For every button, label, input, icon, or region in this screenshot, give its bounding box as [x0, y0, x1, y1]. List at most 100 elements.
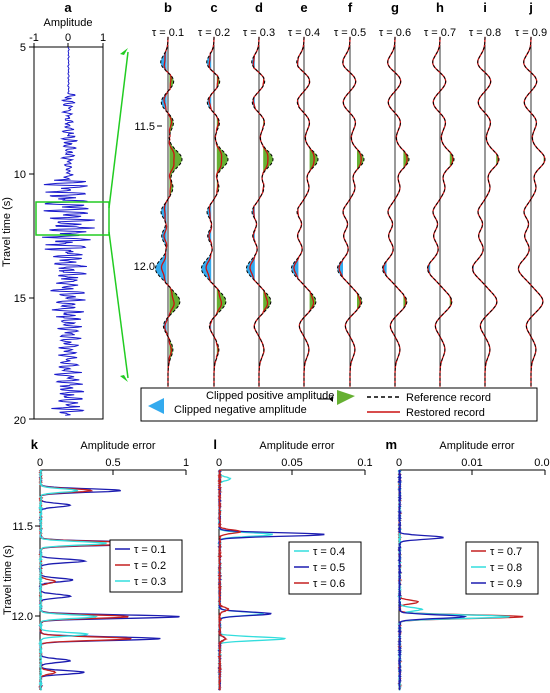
- panel-xtick: 0.02: [534, 457, 550, 469]
- panel-letter-b: b: [164, 0, 172, 15]
- reference-trace: [200, 36, 229, 387]
- panel-legend: τ = 0.1 τ = 0.2 τ = 0.3: [109, 539, 183, 593]
- panel-xtick: 1: [183, 457, 189, 469]
- panel-m: m Amplitude error 0 0.01 0.02 τ = 0.7τ = 0.8τ…: [385, 437, 550, 691]
- panel-xtick: 0.01: [461, 457, 482, 469]
- panel-bj-ytick: 12.0: [134, 261, 155, 273]
- panel-g: g τ = 0.6: [379, 0, 411, 387]
- zoom-box: [35, 201, 110, 236]
- panel-letter-m: m: [385, 437, 397, 452]
- reference-trace: [381, 36, 410, 387]
- panel-letter-a: a: [64, 0, 72, 15]
- panel-h: h τ = 0.7: [424, 0, 456, 387]
- clipped-negative-region: [337, 259, 343, 278]
- reference-trace: [517, 36, 546, 387]
- panel-ylabel: Travel time (s): [2, 545, 14, 615]
- error-curve: [37, 469, 107, 691]
- panel-a-ytick: 20: [14, 415, 26, 427]
- legend-negative-label: Clipped negative amplitude: [174, 404, 307, 416]
- panel-a-trace: [42, 46, 95, 416]
- panel-letter-h: h: [436, 0, 444, 15]
- reference-trace: [336, 36, 365, 387]
- panel-c: c τ = 0.2: [198, 0, 230, 387]
- error-curve: [217, 469, 287, 690]
- legend-label: τ = 0.2: [134, 560, 166, 572]
- panel-letter-e: e: [300, 0, 307, 15]
- panel-ytick: 11.5: [12, 521, 33, 533]
- reference-trace: [245, 36, 274, 387]
- legend-label: τ = 0.4: [313, 546, 345, 558]
- clipped-positive-region: [169, 139, 182, 197]
- panel-xlabel: Amplitude error: [259, 440, 335, 452]
- panel-xtick: 0.05: [281, 457, 302, 469]
- legend-positive-label: Clipped positive amplitude: [206, 390, 334, 402]
- panel-tau-label: τ = 0.8: [469, 27, 501, 39]
- panel-a-ylabel: Travel time (s): [1, 197, 13, 267]
- legend-label: τ = 0.7: [490, 546, 522, 558]
- panel-a-xtick: 0: [65, 32, 71, 44]
- legend-reference-label: Reference record: [406, 392, 491, 404]
- restored-trace: [471, 36, 500, 387]
- panel-a-xlabel: Amplitude: [44, 17, 93, 29]
- panel-i: i τ = 0.8: [469, 0, 501, 387]
- zoom-line-bottom: [108, 231, 129, 379]
- panel-tau-label: τ = 0.7: [424, 27, 456, 39]
- panel-tau-label: τ = 0.4: [288, 27, 320, 39]
- panel-a: a Amplitude -1 0 1 5 10 15 20 Travel tim…: [1, 0, 129, 427]
- restored-trace: [160, 36, 175, 387]
- panel-j: j τ = 0.9: [515, 0, 547, 387]
- restored-trace: [517, 36, 546, 387]
- panel-letter-d: d: [255, 0, 263, 15]
- legend-frame: [140, 387, 538, 422]
- panel-a-xtick: -1: [29, 32, 39, 44]
- panel-xtick: 0: [396, 457, 402, 469]
- legend-label: τ = 0.6: [313, 578, 345, 590]
- panel-a-ytick: 5: [20, 42, 26, 54]
- panel-xtick: 0: [37, 457, 43, 469]
- clipped-positive-region: [449, 152, 454, 167]
- legend-negative-swatch: [148, 398, 164, 414]
- panel-letter-i: i: [483, 0, 487, 15]
- panel-a-ytick: 10: [14, 169, 26, 181]
- panel-d: d τ = 0.3: [243, 0, 275, 387]
- panel-legend: τ = 0.7 τ = 0.8 τ = 0.9: [465, 541, 539, 595]
- panel-b: b τ = 0.1: [152, 0, 184, 387]
- legend-bj: Clipped positive amplitude Clipped negat…: [140, 387, 538, 422]
- legend-positive-swatch: [337, 390, 355, 405]
- panel-xlabel: Amplitude error: [80, 440, 156, 452]
- legend-label: τ = 0.9: [490, 578, 522, 590]
- error-curve: [217, 469, 242, 691]
- legend-label: τ = 0.5: [313, 562, 345, 574]
- zoom-arrowhead-bottom: [120, 375, 128, 382]
- panel-ytick: 12.0: [12, 611, 33, 623]
- clipped-positive-region: [357, 149, 364, 169]
- panel-a-frame: [33, 46, 104, 420]
- panel-bj-ytick: 11.5: [134, 121, 155, 133]
- reference-trace: [471, 36, 500, 387]
- panel-letter-k: k: [31, 437, 39, 452]
- reference-trace: [154, 36, 183, 387]
- panel-tau-label: τ = 0.5: [334, 27, 366, 39]
- legend-positive-arrow: [329, 396, 333, 402]
- clipped-positive-region: [357, 293, 362, 310]
- panel-letter-l: l: [213, 437, 217, 452]
- panel-xtick: 0.1: [357, 457, 372, 469]
- zoom-arrowhead-top: [120, 48, 128, 55]
- panel-tau-label: τ = 0.1: [152, 27, 184, 39]
- panel-tau-label: τ = 0.6: [379, 27, 411, 39]
- panel-tau-label: τ = 0.9: [515, 27, 547, 39]
- panels-b-to-j: 11.5 12.0 b τ = 0.1 c τ = 0.2 d τ = 0.3 e τ = 0…: [134, 0, 547, 387]
- panel-tau-label: τ = 0.3: [243, 27, 275, 39]
- panel-xtick: 0.5: [105, 457, 120, 469]
- panel-xlabel: Amplitude error: [439, 440, 515, 452]
- panel-tau-label: τ = 0.2: [198, 27, 230, 39]
- clipped-positive-region: [403, 150, 409, 169]
- error-curve: [396, 469, 468, 691]
- clipped-positive-region: [216, 143, 228, 194]
- panel-a-ytick: 15: [14, 293, 26, 305]
- panel-f: f τ = 0.5: [334, 0, 366, 387]
